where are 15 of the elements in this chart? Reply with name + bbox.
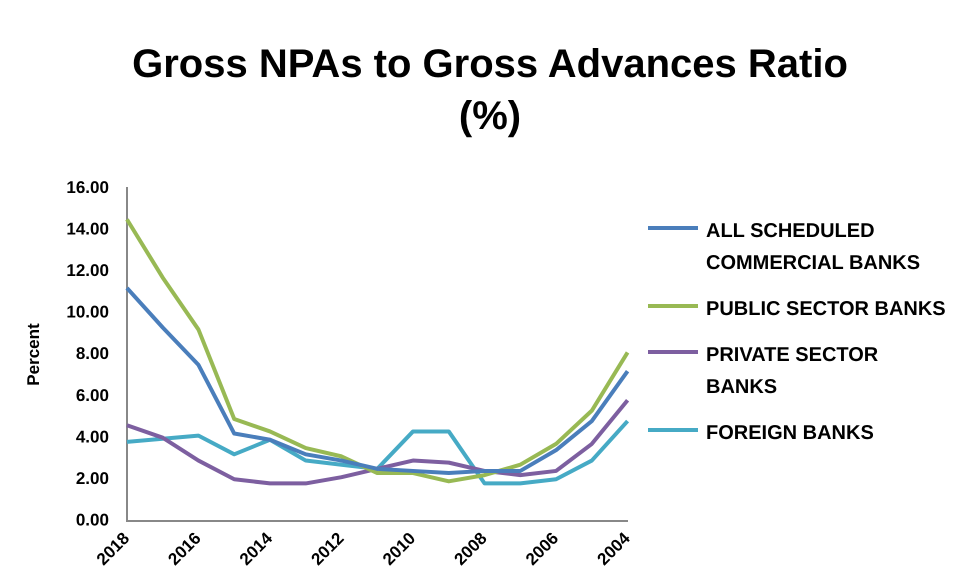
y-tick-label: 6.00	[76, 386, 109, 405]
y-tick-label: 12.00	[66, 261, 109, 280]
y-tick-label: 0.00	[76, 510, 109, 530]
y-axis-title: Percent	[24, 323, 43, 386]
legend-label: PRIVATE SECTOR BANKS	[706, 343, 880, 400]
legend-label: ALL SCHEDULED COMMERCIAL BANKS	[706, 219, 922, 276]
y-tick-label: 10.00	[66, 302, 109, 322]
legend-label: PUBLIC SECTOR BANKS	[706, 297, 946, 322]
y-tick-label: 16.00	[66, 178, 109, 197]
y-tick-label: 2.00	[76, 468, 109, 488]
y-tick-label: 8.00	[76, 344, 109, 364]
y-tick-label: 4.00	[76, 427, 109, 446]
y-tick-label: 14.00	[66, 219, 109, 238]
chart-title: Gross NPAs to Gross Advances Ratio (%)	[131, 41, 849, 140]
legend-label: FOREIGN BANKS	[706, 421, 875, 446]
